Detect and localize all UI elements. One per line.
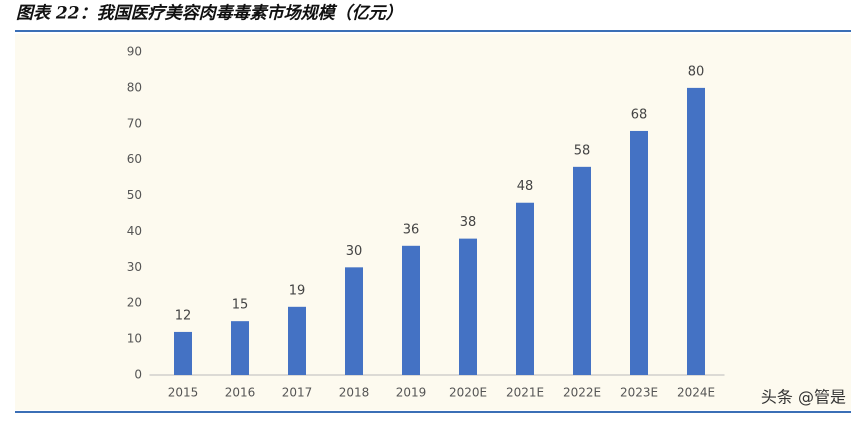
value-label: 48 xyxy=(517,179,534,194)
plot-background xyxy=(15,34,851,410)
x-tick-label: 2023E xyxy=(620,386,658,400)
value-label: 68 xyxy=(631,107,648,122)
y-tick-label: 90 xyxy=(127,45,142,59)
y-tick-label: 60 xyxy=(127,152,142,166)
bar xyxy=(687,87,705,375)
value-label: 15 xyxy=(232,298,249,313)
bar xyxy=(231,321,249,375)
y-tick-label: 80 xyxy=(127,80,142,94)
y-tick-label: 10 xyxy=(127,332,142,346)
y-tick-label: 40 xyxy=(127,224,142,238)
bar xyxy=(459,238,477,375)
bar xyxy=(402,245,420,375)
x-tick-label: 2017 xyxy=(282,386,313,400)
y-tick-label: 0 xyxy=(134,368,142,382)
y-tick-label: 50 xyxy=(127,188,142,202)
value-label: 80 xyxy=(688,64,705,79)
x-tick-label: 2024E xyxy=(677,386,715,400)
bar xyxy=(573,166,591,375)
y-tick-label: 70 xyxy=(127,116,142,130)
chart-title: 图表 22：我国医疗美容肉毒毒素市场规模（亿元） xyxy=(16,4,403,24)
bar xyxy=(288,306,306,375)
bar xyxy=(630,130,648,375)
x-tick-label: 2016 xyxy=(225,386,256,400)
value-label: 38 xyxy=(460,215,477,230)
x-tick-label: 2015 xyxy=(168,386,199,400)
bar xyxy=(174,331,192,375)
value-label: 58 xyxy=(574,143,591,158)
bar xyxy=(516,202,534,375)
x-tick-label: 2020E xyxy=(449,386,487,400)
x-tick-label: 2021E xyxy=(506,386,544,400)
x-tick-label: 2022E xyxy=(563,386,601,400)
bar xyxy=(345,267,363,375)
value-label: 36 xyxy=(403,222,420,237)
value-label: 19 xyxy=(289,283,306,298)
value-label: 30 xyxy=(346,244,363,259)
watermark: 头条 @管是 xyxy=(761,388,846,407)
x-tick-label: 2018 xyxy=(339,386,370,400)
y-tick-label: 30 xyxy=(127,260,142,274)
y-tick-label: 20 xyxy=(127,296,142,310)
x-tick-label: 2019 xyxy=(396,386,427,400)
value-label: 12 xyxy=(175,308,192,323)
